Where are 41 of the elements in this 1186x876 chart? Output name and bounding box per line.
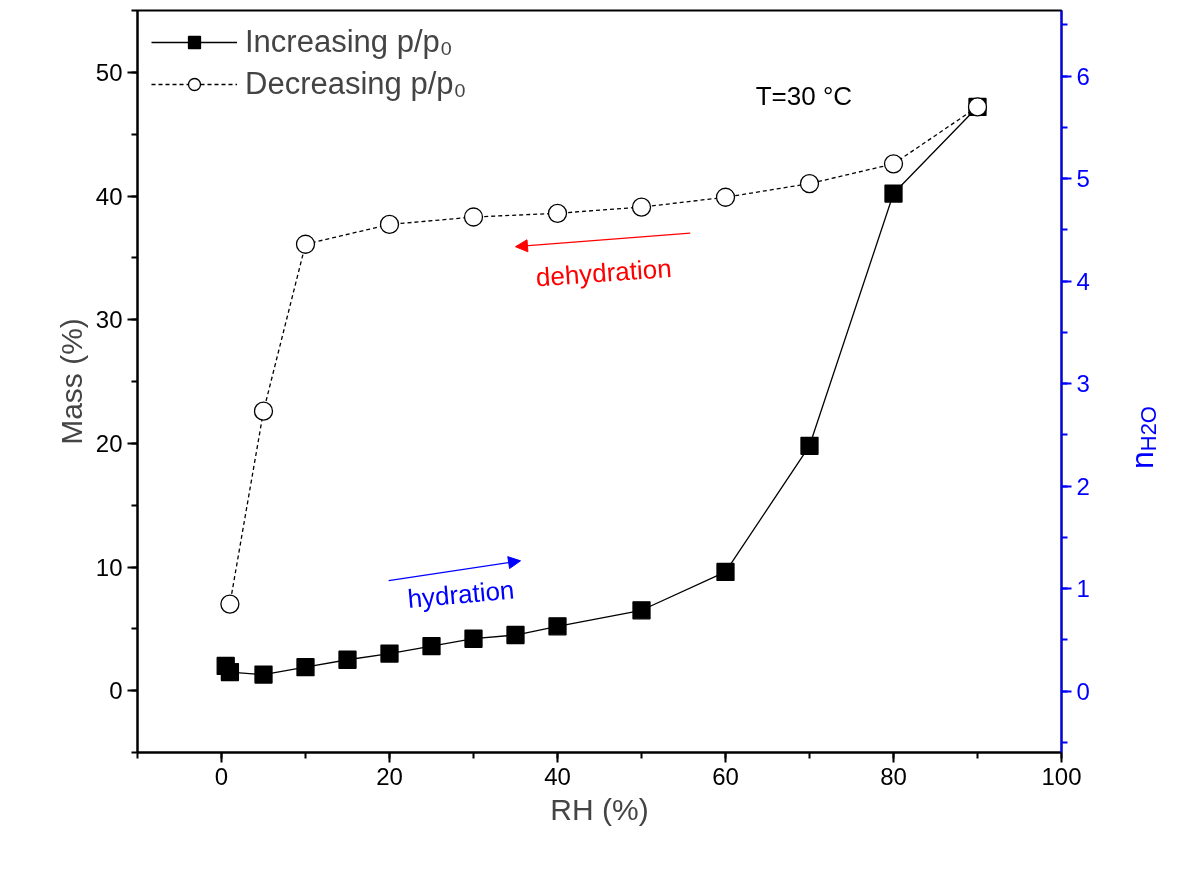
y-axis-title: Mass (%) bbox=[54, 318, 88, 445]
y2-tick-label: 3 bbox=[1076, 370, 1090, 398]
y-tick-label: 10 bbox=[95, 553, 123, 581]
x-tick-label: 20 bbox=[376, 762, 403, 790]
y2-tick-label: 5 bbox=[1076, 165, 1090, 193]
point bbox=[253, 401, 274, 421]
point bbox=[506, 625, 525, 645]
legend-label: Decreasing p/p₀ bbox=[245, 66, 467, 102]
point bbox=[338, 650, 357, 669]
y-tick-label: 20 bbox=[95, 429, 123, 457]
y2-tick-label: 0 bbox=[1076, 677, 1090, 705]
y2-tick-label: 4 bbox=[1076, 267, 1090, 295]
point bbox=[632, 601, 651, 620]
y2-tick-label: 1 bbox=[1076, 575, 1090, 603]
point bbox=[800, 436, 819, 455]
y-tick-label: 30 bbox=[95, 306, 123, 334]
point bbox=[716, 562, 735, 582]
x-axis-title: RH (%) bbox=[550, 792, 649, 826]
y-tick-label: 50 bbox=[95, 58, 123, 86]
point bbox=[715, 187, 736, 207]
point bbox=[548, 617, 567, 636]
point bbox=[884, 184, 903, 203]
annotation: T=30 °C bbox=[755, 80, 853, 111]
point bbox=[422, 637, 441, 656]
annotation: hydration bbox=[406, 574, 516, 614]
y-tick-label: 0 bbox=[109, 677, 123, 705]
point bbox=[296, 658, 315, 677]
point bbox=[464, 629, 483, 648]
annotation: dehydration bbox=[534, 252, 673, 293]
x-tick-label: 80 bbox=[880, 762, 907, 790]
point bbox=[220, 662, 240, 682]
x-tick-label: 0 bbox=[214, 762, 229, 790]
legend-label: Increasing p/p₀ bbox=[245, 24, 453, 60]
x-tick-label: 100 bbox=[1041, 762, 1082, 790]
y2-tick-label: 2 bbox=[1076, 472, 1090, 500]
y2-tick-label: 6 bbox=[1076, 62, 1090, 90]
x-tick-label: 40 bbox=[544, 762, 571, 790]
point bbox=[254, 665, 273, 684]
y-tick-label: 40 bbox=[95, 182, 123, 210]
x-tick-label: 60 bbox=[712, 762, 739, 790]
point bbox=[380, 644, 399, 663]
